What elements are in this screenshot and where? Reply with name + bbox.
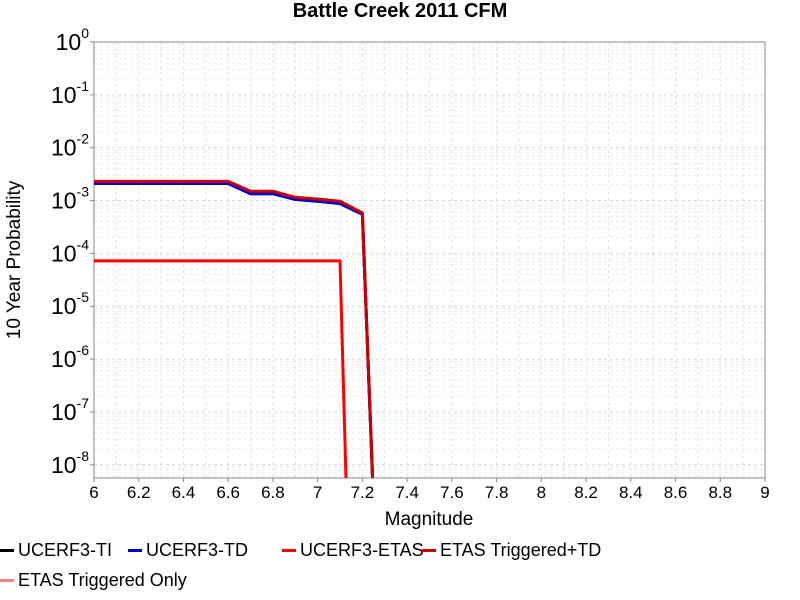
y-tick-base: 10	[51, 82, 77, 108]
y-tick-base: 10	[51, 135, 77, 161]
x-tick-label: 7.6	[440, 483, 464, 502]
x-axis-label: Magnitude	[385, 509, 474, 530]
x-tick-label: 8.4	[619, 483, 643, 502]
y-tick-exponent: -5	[77, 289, 90, 305]
y-tick-base: 10	[51, 240, 77, 266]
y-tick-label: 10-4	[51, 236, 89, 266]
y-tick-base: 10	[51, 188, 77, 214]
y-tick-exponent: 0	[81, 25, 89, 41]
y-tick-exponent: -3	[77, 184, 90, 200]
x-tick-label: 8	[537, 483, 546, 502]
y-tick-label: 10-8	[51, 448, 89, 478]
legend-swatch	[422, 548, 436, 552]
series-layer	[94, 179, 375, 478]
y-tick-label: 10-1	[51, 78, 89, 108]
y-tick-label: 10-2	[51, 131, 89, 161]
x-tick-label: 6.4	[172, 483, 196, 502]
y-tick-exponent: -2	[77, 131, 90, 147]
x-tick-label: 7.4	[395, 483, 419, 502]
legend-swatch	[282, 548, 296, 552]
series-line-4	[94, 179, 375, 478]
legend-label: ETAS Triggered+TD	[440, 539, 602, 560]
x-tick-label: 8.2	[574, 483, 598, 502]
x-tick-label: 7.2	[351, 483, 375, 502]
x-tick-label: 6.2	[127, 483, 151, 502]
x-tick-label: 9	[760, 483, 769, 502]
y-tick-exponent: -8	[77, 448, 90, 464]
x-tick-label: 7.8	[485, 483, 509, 502]
y-tick-label: 10-6	[51, 342, 89, 372]
y-axis-label: 10 Year Probability	[4, 180, 25, 339]
x-tick-label: 6	[89, 483, 98, 502]
legend-swatch	[0, 548, 14, 552]
legend: UCERF3-TI UCERF3-TD UCERF3-ETAS ETAS Trigge…	[0, 538, 800, 600]
legend-label: UCERF3-TD	[146, 539, 248, 560]
x-tick-label: 8.8	[708, 483, 732, 502]
legend-label: UCERF3-ETAS	[300, 539, 424, 560]
y-tick-base: 10	[51, 293, 77, 319]
series-line-2	[94, 182, 375, 478]
y-tick-exponent: -7	[77, 395, 90, 411]
x-tick-label: 7	[313, 483, 322, 502]
legend-label: ETAS Triggered Only	[18, 569, 187, 590]
chart-title: Battle Creek 2011 CFM	[293, 0, 508, 22]
legend-item-1: UCERF3-TI	[0, 538, 112, 562]
y-tick-base: 10	[51, 399, 77, 425]
y-tick-label: 100	[56, 25, 90, 55]
series-line-3	[94, 259, 348, 478]
legend-item-2: UCERF3-TD	[128, 538, 248, 562]
y-tick-exponent: -4	[77, 236, 90, 252]
legend-item-3: UCERF3-ETAS	[282, 538, 424, 562]
y-tick-base: 10	[56, 29, 82, 55]
x-tick-label: 6.6	[216, 483, 240, 502]
x-axis-ticks: 6 6.2 6.4 6.6 6.8 7 7.2 7.4 7.6 7.8 8 8.2 8.4 8.6 8.8 9	[89, 478, 770, 502]
x-tick-label: 6.8	[261, 483, 285, 502]
legend-swatch	[128, 548, 142, 552]
legend-item-5: ETAS Triggered Only	[0, 568, 187, 592]
y-tick-exponent: -1	[77, 78, 90, 94]
y-tick-label: 10-3	[51, 184, 89, 214]
y-tick-base: 10	[51, 346, 77, 372]
legend-label: UCERF3-TI	[18, 539, 112, 560]
y-tick-exponent: -6	[77, 342, 90, 358]
legend-swatch	[0, 578, 14, 582]
x-tick-label: 8.6	[664, 483, 688, 502]
legend-item-4: ETAS Triggered+TD	[422, 538, 601, 562]
y-tick-base: 10	[51, 452, 77, 478]
grid	[93, 41, 766, 478]
y-tick-label: 10-5	[51, 289, 89, 319]
y-tick-label: 10-7	[51, 395, 89, 425]
